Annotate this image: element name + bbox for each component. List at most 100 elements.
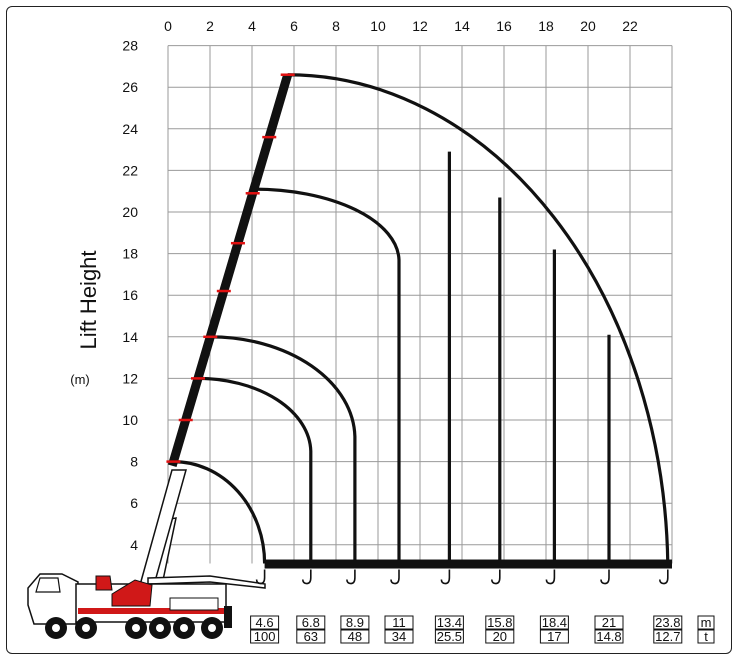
load-cell-box xyxy=(250,629,280,644)
y-tick-label: 8 xyxy=(130,454,138,470)
unit-box xyxy=(697,629,715,644)
x-tick-labels: 0 2 4 6 8 10 12 14 16 18 20 22 xyxy=(164,18,638,34)
hook-icon xyxy=(545,569,556,585)
boom-arm xyxy=(167,73,293,468)
load-cell-box xyxy=(653,629,683,644)
y-tick-label: 10 xyxy=(122,412,138,428)
y-tick-label: 22 xyxy=(122,162,138,178)
radius-value: 4.6 xyxy=(256,615,274,630)
hook-icon xyxy=(600,569,610,585)
load-cell-box xyxy=(594,629,624,644)
load-value: 20 xyxy=(493,629,507,644)
wheels xyxy=(45,617,223,639)
y-tick-label: 12 xyxy=(122,370,138,386)
radius-value: 13.4 xyxy=(437,615,462,630)
ground-bar xyxy=(264,559,672,569)
x-tick-label: 16 xyxy=(496,18,512,34)
y-tick-label: 4 xyxy=(130,537,138,553)
y-tick-label: 24 xyxy=(122,121,138,137)
radius-value: 11 xyxy=(392,615,406,630)
load-value: 34 xyxy=(392,629,406,644)
diagram-frame xyxy=(6,6,732,654)
range-curve xyxy=(173,460,267,564)
radius-cell-box xyxy=(539,615,569,630)
load-value: 48 xyxy=(348,629,362,644)
x-tick-label: 2 xyxy=(206,18,214,34)
range-curve xyxy=(287,73,670,564)
load-cell-box xyxy=(485,629,515,644)
radius-value: 8.9 xyxy=(346,615,364,630)
range-curves xyxy=(173,73,670,564)
hook-icon xyxy=(659,569,669,585)
cab-window xyxy=(35,577,61,593)
radius-cell-box xyxy=(250,615,280,630)
y-tick-label: 20 xyxy=(122,204,138,220)
y-tick-label: 14 xyxy=(122,329,138,345)
load-value: 12.7 xyxy=(655,629,680,644)
hook-icons xyxy=(255,569,669,585)
load-value: 63 xyxy=(304,629,318,644)
crane-superstructure xyxy=(111,579,153,607)
y-axis-label: Lift Height xyxy=(76,250,101,349)
hook-icon xyxy=(346,569,356,585)
load-unit: t xyxy=(704,629,708,644)
unit-box xyxy=(697,615,715,630)
counterweight xyxy=(169,597,219,611)
hook-icon xyxy=(390,569,400,585)
radius-cell-box xyxy=(384,615,414,630)
x-tick-label: 20 xyxy=(580,18,596,34)
radius-value: 21 xyxy=(602,615,616,630)
y-tick-label: 6 xyxy=(130,495,138,511)
x-tick-label: 6 xyxy=(290,18,298,34)
hook-icon xyxy=(491,569,501,585)
radius-cell-box xyxy=(434,615,464,630)
x-tick-label: 18 xyxy=(538,18,554,34)
x-tick-label: 14 xyxy=(454,18,470,34)
load-cell-box xyxy=(539,629,569,644)
x-tick-label: 10 xyxy=(370,18,386,34)
radius-value: 15.8 xyxy=(487,615,512,630)
x-tick-label: 12 xyxy=(412,18,428,34)
radius-lines xyxy=(447,151,611,564)
y-tick-labels: 4 6 8 10 12 14 16 18 20 22 24 26 28 xyxy=(122,38,138,553)
grid xyxy=(167,45,673,564)
hook-icon xyxy=(440,569,451,585)
crane-superstructure xyxy=(95,575,113,591)
load-value: 17 xyxy=(547,629,561,644)
load-value: 100 xyxy=(254,629,276,644)
load-value: 14.8 xyxy=(596,629,621,644)
radius-cell-box xyxy=(340,615,370,630)
x-tick-label: 22 xyxy=(622,18,638,34)
boom xyxy=(166,73,295,468)
y-tick-label: 16 xyxy=(122,287,138,303)
hook-icon xyxy=(255,569,266,585)
load-cell-box xyxy=(296,629,326,644)
radius-cell-box xyxy=(653,615,683,630)
hook-icon xyxy=(302,569,312,585)
x-tick-label: 8 xyxy=(332,18,340,34)
x-tick-label: 0 xyxy=(164,18,172,34)
range-curve xyxy=(198,376,313,564)
range-curve xyxy=(210,335,357,564)
range-curve xyxy=(253,187,401,564)
crane-truck-drawing xyxy=(27,469,266,639)
y-axis-unit: (m) xyxy=(70,372,90,387)
radius-value: 6.8 xyxy=(302,615,320,630)
load-value: 25.5 xyxy=(437,629,462,644)
radius-value: 18.4 xyxy=(542,615,567,630)
chassis-stripe xyxy=(78,608,224,614)
y-tick-label: 28 xyxy=(122,38,138,54)
rear-outrigger xyxy=(224,606,232,628)
radius-cell-box xyxy=(594,615,624,630)
radius-value: 23.8 xyxy=(655,615,680,630)
load-cell-box xyxy=(340,629,370,644)
x-tick-label: 4 xyxy=(248,18,256,34)
radius-unit: m xyxy=(701,615,712,630)
y-tick-label: 18 xyxy=(122,246,138,262)
ground-bar xyxy=(264,559,672,569)
load-cell-box xyxy=(434,629,464,644)
radius-cell-box xyxy=(485,615,515,630)
y-tick-label: 26 xyxy=(122,79,138,95)
